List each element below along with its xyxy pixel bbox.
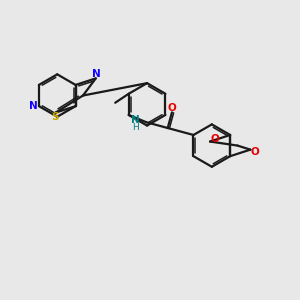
Text: H: H <box>132 123 139 132</box>
Text: S: S <box>51 112 59 122</box>
Text: O: O <box>168 103 176 113</box>
Text: N: N <box>92 69 101 79</box>
Text: N: N <box>131 115 140 125</box>
Text: N: N <box>29 101 38 111</box>
Text: O: O <box>251 147 260 157</box>
Text: O: O <box>210 134 219 144</box>
